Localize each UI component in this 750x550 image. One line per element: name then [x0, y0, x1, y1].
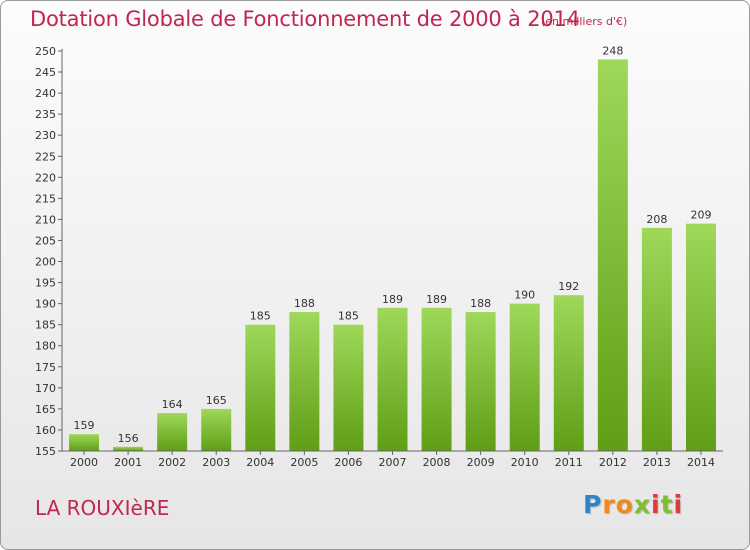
- bar-value-label: 208: [646, 213, 667, 226]
- bar-value-label: 192: [558, 280, 579, 293]
- y-tick-label: 225: [35, 150, 56, 163]
- logo-letter: x: [633, 490, 651, 519]
- logo-letter: P: [583, 490, 603, 519]
- bar: [421, 307, 452, 451]
- y-tick-label: 240: [35, 87, 56, 100]
- bar-value-label: 248: [602, 44, 623, 57]
- x-tick-label: 2009: [467, 456, 495, 469]
- bar: [509, 303, 540, 451]
- bar: [465, 312, 496, 451]
- bars-layer: 159 156 164 165 185 188 185 189 189 188 190 192 248 2…: [69, 44, 716, 451]
- bar: [641, 227, 672, 451]
- bar-value-label: 188: [470, 297, 491, 310]
- bar-value-label: 156: [118, 432, 139, 445]
- bar: [69, 434, 100, 451]
- bar-value-label: 159: [74, 419, 95, 432]
- bar-value-label: 189: [426, 293, 447, 306]
- logo-letter: i: [651, 490, 661, 519]
- x-tick-label: 2006: [334, 456, 362, 469]
- logo-letter: t: [660, 490, 674, 519]
- bar: [597, 59, 628, 451]
- y-tick-label: 175: [35, 361, 56, 374]
- bar-value-label: 189: [382, 293, 403, 306]
- x-tick-label: 2005: [290, 456, 318, 469]
- logo-letter: o: [615, 490, 634, 519]
- bar-value-label: 185: [250, 310, 271, 323]
- bar: [289, 312, 320, 451]
- x-tick-label: 2013: [643, 456, 671, 469]
- bar-value-label: 190: [514, 289, 535, 302]
- x-tick-label: 2012: [599, 456, 627, 469]
- chart-title: Dotation Globale de Fonctionnement de 20…: [30, 7, 580, 31]
- x-tick-label: 2004: [246, 456, 274, 469]
- chart-unit: (en milliers d'€): [541, 15, 628, 28]
- y-tick-label: 215: [35, 192, 56, 205]
- x-tick-label: 2002: [158, 456, 186, 469]
- bar: [245, 324, 276, 451]
- commune-name: LA ROUXIèRE: [35, 496, 170, 520]
- y-tick-label: 155: [35, 445, 56, 458]
- logo-letter: r: [602, 490, 616, 519]
- x-tick-label: 2014: [687, 456, 715, 469]
- proxiti-logo[interactable]: Proxiti: [583, 490, 683, 519]
- bar-value-label: 185: [338, 310, 359, 323]
- y-tick-label: 250: [35, 45, 56, 58]
- y-tick-label: 190: [35, 298, 56, 311]
- y-tick-label: 170: [35, 382, 56, 395]
- x-tick-label: 2008: [423, 456, 451, 469]
- y-tick-label: 230: [35, 129, 56, 142]
- bar: [113, 446, 144, 451]
- y-tick-label: 185: [35, 319, 56, 332]
- y-tick-label: 205: [35, 234, 56, 247]
- x-tick-label: 2010: [511, 456, 539, 469]
- bar: [553, 295, 584, 451]
- axes: 155 160 165 170 175 180 185 190 195 200 205 210 215 2…: [35, 45, 723, 469]
- bar-value-label: 164: [162, 398, 183, 411]
- bar-value-label: 188: [294, 297, 315, 310]
- y-tick-label: 200: [35, 256, 56, 269]
- x-tick-label: 2011: [555, 456, 583, 469]
- x-tick-label: 2001: [114, 456, 142, 469]
- x-tick-label: 2007: [379, 456, 407, 469]
- bar: [201, 408, 232, 451]
- bar-value-label: 209: [690, 209, 711, 222]
- y-tick-label: 220: [35, 171, 56, 184]
- bar: [333, 324, 364, 451]
- y-tick-label: 210: [35, 213, 56, 226]
- bar: [157, 413, 188, 451]
- y-tick-label: 245: [35, 66, 56, 79]
- bar: [377, 307, 408, 451]
- y-tick-label: 160: [35, 424, 56, 437]
- x-tick-label: 2000: [70, 456, 98, 469]
- y-tick-label: 180: [35, 340, 56, 353]
- y-tick-label: 165: [35, 403, 56, 416]
- bar-value-label: 165: [206, 394, 227, 407]
- x-tick-label: 2003: [202, 456, 230, 469]
- logo-letter: i: [673, 490, 684, 519]
- bar: [685, 223, 716, 451]
- y-tick-label: 195: [35, 277, 56, 290]
- y-tick-label: 235: [35, 108, 56, 121]
